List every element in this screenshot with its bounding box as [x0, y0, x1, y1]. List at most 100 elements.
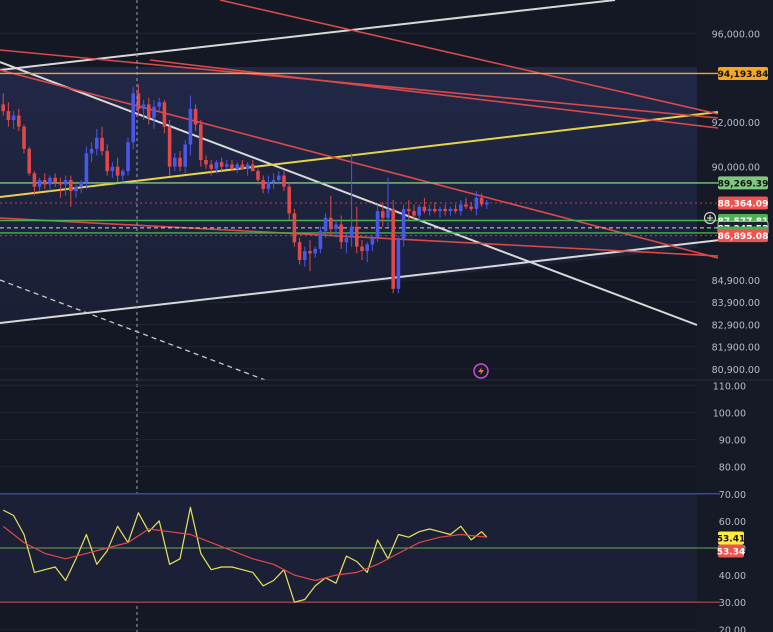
candle-body-23	[115, 166, 120, 176]
osc-tick-label-9: 20.00	[719, 625, 746, 632]
oscillator-pane[interactable]: 110.00100.0090.0080.0070.0060.0050.0040.…	[0, 381, 746, 632]
candlesticks	[1, 84, 489, 294]
candle-body-29	[147, 104, 151, 118]
candle-body-48	[245, 164, 250, 169]
candle-body-65	[334, 224, 338, 229]
candle-body-35	[178, 157, 182, 167]
candle-body-58	[297, 242, 302, 260]
candle-body-91	[469, 206, 473, 209]
oscillator-series	[2, 506, 488, 603]
candle-body-50	[256, 171, 260, 180]
candle-body-1	[1, 104, 5, 112]
candle-body-83	[427, 208, 432, 212]
osc-tick-label-8: 30.00	[719, 598, 746, 609]
trendline-red-2	[0, 49, 719, 119]
candle-body-73	[375, 211, 380, 238]
candle-body-55	[282, 175, 286, 187]
price-axis[interactable]: 96,000.00 92,000.00 90,000.00 84,900.00 83,9…	[712, 29, 760, 376]
price-level-badge-6	[718, 229, 768, 243]
candle-body-9	[43, 180, 47, 185]
add-alert-icon[interactable]	[703, 211, 717, 225]
trendline-red-4	[0, 217, 719, 257]
price-level-badge-0	[718, 66, 768, 80]
price-level-label-6: 86,895.08	[718, 232, 769, 242]
candle-body-94	[485, 202, 489, 205]
candle-body-63	[323, 217, 328, 232]
osc-tick-label-3: 80.00	[719, 463, 746, 474]
price-tick-label-2: 90,000.00	[712, 163, 760, 174]
candle-body-53	[271, 180, 276, 183]
osc-tick-label-4: 70.00	[719, 490, 746, 501]
candle-body-33	[167, 126, 172, 167]
candle-body-34	[173, 157, 177, 167]
price-axis-background	[697, 0, 773, 632]
candle-body-40	[204, 160, 208, 165]
candle-body-90	[464, 204, 468, 207]
price-level-label-1: 89,269.39	[718, 179, 769, 189]
candle-body-49	[251, 164, 255, 172]
candle-body-82	[422, 206, 427, 212]
candle-body-14	[69, 180, 73, 192]
osc-tick-label-5: 60.00	[719, 517, 746, 528]
candle-body-93	[479, 197, 484, 205]
candle-body-88	[453, 208, 458, 212]
candle-body-32	[162, 102, 167, 127]
candle-body-80	[412, 211, 416, 216]
candle-body-2	[6, 111, 11, 120]
osc-tick-label-2: 90.00	[719, 436, 746, 447]
candle-body-75	[386, 208, 390, 218]
candle-body-54	[277, 175, 281, 180]
candle-body-47	[240, 164, 245, 169]
candle-body-87	[448, 208, 453, 212]
candle-body-67	[344, 237, 349, 243]
candle-body-46	[235, 164, 239, 169]
candle-body-68	[349, 226, 354, 238]
osc-tick-label-0: 110.00	[713, 381, 746, 392]
price-level-label-2: 88,364.09	[718, 200, 769, 210]
candle-body-41	[209, 164, 213, 169]
candle-body-21	[105, 151, 109, 172]
candle-body-4	[17, 115, 21, 127]
candle-body-17	[84, 153, 89, 183]
candle-body-78	[401, 208, 406, 240]
candle-body-66	[339, 224, 343, 243]
price-level-label-0: 94,193.84	[718, 70, 769, 80]
lightning-icon[interactable]	[473, 363, 489, 379]
candle-body-24	[121, 171, 125, 176]
candle-body-6	[27, 148, 31, 174]
candle-body-74	[381, 211, 385, 218]
trendlines	[0, 0, 721, 381]
candle-body-38	[193, 108, 198, 125]
trendline-white-descending	[0, 61, 698, 326]
candle-body-11	[53, 177, 57, 183]
price-tick-label-0: 96,000.00	[712, 29, 760, 40]
candle-body-3	[11, 115, 16, 120]
candle-body-8	[37, 180, 42, 187]
price-tick-label-4: 83,900.00	[712, 298, 760, 309]
candle-body-27	[136, 93, 141, 109]
candle-body-12	[58, 182, 63, 185]
candle-body-39	[199, 124, 203, 160]
candle-body-26	[131, 93, 135, 143]
candle-body-36	[183, 144, 187, 167]
candle-body-86	[443, 208, 447, 212]
price-level-badge-1	[718, 176, 768, 190]
candle-body-89	[459, 204, 463, 212]
candle-body-70	[360, 246, 364, 252]
trendline-white-upper	[0, 0, 616, 71]
candle-body-79	[407, 208, 411, 212]
osc-tick-label-1: 100.00	[713, 409, 746, 420]
trendline-red-5	[149, 59, 719, 129]
candle-body-10	[48, 177, 52, 185]
candle-body-16	[79, 182, 83, 187]
trendline-red-3	[0, 69, 719, 259]
candle-body-52	[266, 182, 271, 189]
candle-body-71	[365, 244, 369, 252]
candle-body-13	[63, 180, 68, 185]
candle-body-69	[355, 226, 359, 247]
oscillator-value-labels: 53.41 53.34	[717, 531, 745, 558]
candle-body-44	[225, 164, 229, 167]
candle-body-85	[438, 208, 442, 212]
